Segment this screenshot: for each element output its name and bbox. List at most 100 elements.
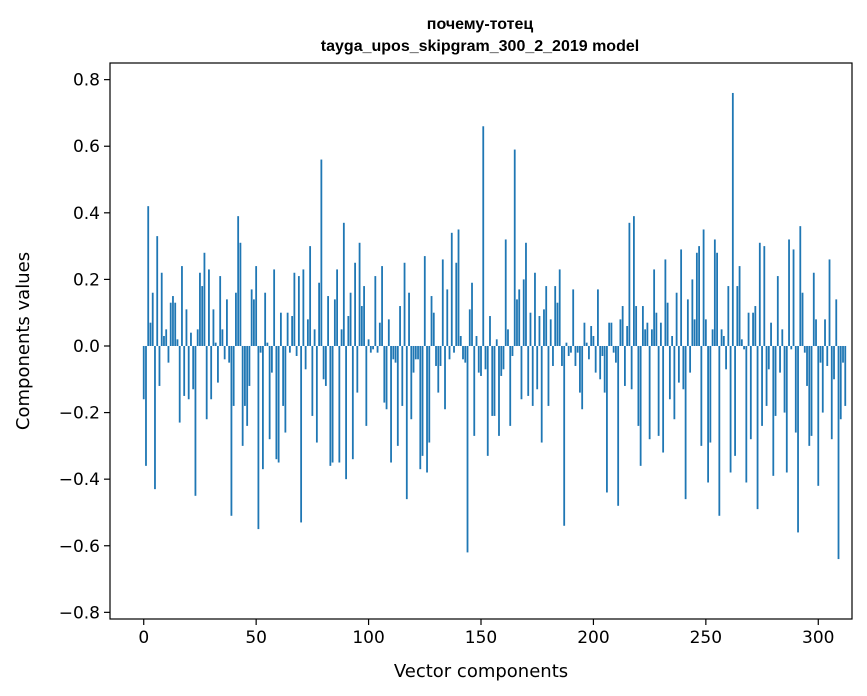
bar [695, 252, 698, 346]
bar [842, 345, 844, 363]
bar [666, 302, 669, 346]
bar [387, 319, 390, 346]
bar [711, 329, 714, 346]
bar [149, 322, 152, 346]
y-tick-label: 0.4 [73, 204, 100, 224]
bar [828, 259, 831, 346]
bar [462, 345, 464, 360]
bar [210, 345, 213, 400]
bar [396, 345, 399, 446]
bar [329, 345, 332, 466]
bar [502, 345, 505, 370]
bar [439, 345, 442, 366]
bar [374, 276, 377, 346]
bar [239, 242, 242, 346]
bar [797, 345, 799, 533]
bar [414, 345, 417, 360]
bar [621, 306, 624, 346]
bar [185, 309, 188, 346]
bar [615, 345, 617, 363]
chart-title: почему-тотец [427, 16, 534, 33]
bar [459, 336, 462, 346]
bar [619, 319, 622, 346]
bar [740, 339, 743, 346]
bar [248, 345, 251, 386]
bar [826, 345, 829, 366]
bar [235, 292, 237, 346]
bar [214, 342, 217, 346]
bar [253, 299, 255, 346]
x-tick-label: 250 [690, 628, 722, 648]
bar [664, 259, 667, 346]
bar [356, 345, 359, 393]
bar [259, 345, 262, 353]
bar [181, 266, 183, 346]
bar [590, 326, 593, 346]
bar [709, 345, 712, 443]
bar [810, 345, 813, 436]
bar [315, 345, 318, 443]
bar [336, 269, 338, 346]
bar [257, 345, 260, 530]
bar [331, 345, 334, 463]
bar [219, 276, 222, 346]
bar [677, 345, 680, 383]
bar [734, 345, 736, 456]
bar [306, 319, 309, 346]
bar [304, 345, 307, 370]
bar [758, 242, 761, 346]
bar [635, 306, 638, 346]
bar [338, 345, 341, 463]
bar [556, 302, 559, 346]
bar [761, 345, 763, 426]
bar [565, 342, 568, 346]
bar [691, 279, 694, 346]
bar [300, 345, 303, 523]
bar [428, 345, 431, 443]
bar [693, 319, 696, 346]
bar [237, 216, 240, 346]
bar [477, 345, 480, 373]
bar [525, 242, 527, 346]
bar [779, 345, 781, 373]
bar [680, 249, 683, 346]
bar [833, 345, 835, 380]
bar [275, 345, 278, 460]
bar [369, 345, 372, 353]
bar [192, 345, 195, 390]
bar [538, 316, 541, 346]
y-tick-label: 0.0 [73, 337, 100, 357]
bar [700, 345, 703, 446]
bar [543, 309, 545, 346]
bar [322, 345, 325, 380]
bar [498, 345, 500, 436]
bar [815, 319, 817, 346]
bar [527, 345, 530, 396]
x-tick-label: 50 [245, 628, 267, 648]
y-tick-label: −0.8 [59, 603, 100, 623]
bar [767, 345, 770, 370]
bar [165, 329, 168, 346]
y-tick-label: −0.4 [59, 470, 100, 490]
bar [183, 345, 186, 396]
bar [770, 322, 772, 346]
bar [354, 262, 356, 346]
bar [473, 345, 476, 436]
bar [781, 329, 784, 346]
bar [486, 345, 489, 456]
bar [455, 262, 458, 346]
bar [244, 345, 246, 406]
x-tick-label: 200 [577, 628, 609, 648]
bar [309, 246, 312, 346]
bar [145, 345, 147, 466]
bar [529, 312, 532, 346]
bar [174, 302, 177, 346]
bar [426, 345, 428, 473]
bar [657, 345, 660, 436]
bar [399, 306, 401, 346]
bar [480, 345, 482, 376]
bar [686, 299, 689, 346]
bar [408, 292, 410, 346]
bar [268, 345, 271, 440]
bar [446, 289, 449, 346]
